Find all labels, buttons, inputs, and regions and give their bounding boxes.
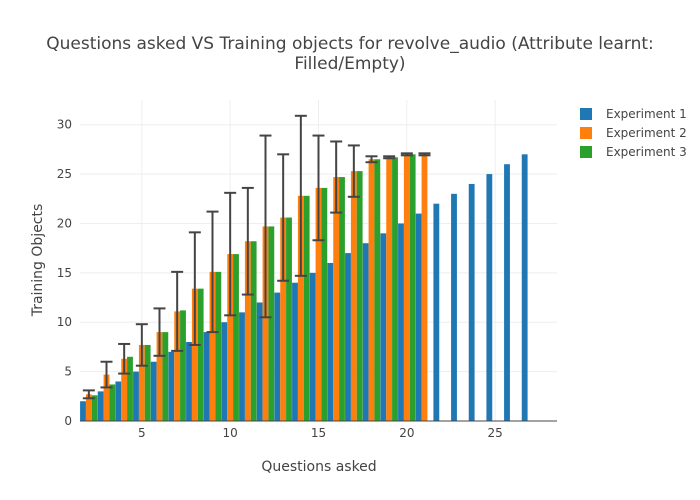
- axes: 0 5 10 15 20 25 30 5 10 15 20 25: [57, 118, 557, 440]
- legend-item[interactable]: Experiment 2: [580, 123, 687, 142]
- bar-series-2: [297, 195, 304, 421]
- bar-series-1: [186, 341, 192, 421]
- legend-swatch: [580, 145, 592, 158]
- legend: Experiment 1 Experiment 2 Experiment 3: [580, 104, 687, 161]
- bar-series-3: [162, 332, 169, 421]
- bar-series-1: [362, 243, 369, 421]
- bar-series-1: [504, 164, 510, 421]
- legend-item[interactable]: Experiment 1: [580, 104, 687, 123]
- bar-series-1: [168, 351, 175, 421]
- y-tick-label: 30: [57, 118, 72, 132]
- bar-series-3: [356, 171, 363, 421]
- bar-series-2: [350, 171, 357, 421]
- bar-series-2: [333, 177, 340, 421]
- y-tick-label: 15: [57, 266, 72, 280]
- bar-series-1: [97, 391, 104, 421]
- bar-series-3: [250, 241, 257, 421]
- bar-series-3: [197, 288, 204, 421]
- bar-series-1: [309, 272, 316, 421]
- bar-series-1: [433, 203, 440, 421]
- bar-series-2: [174, 311, 181, 421]
- bar-series-3: [91, 395, 98, 421]
- bar-series-3: [215, 271, 222, 421]
- legend-label: Experiment 1: [606, 106, 687, 121]
- error-bars: [82, 114, 431, 400]
- bar-series-2: [227, 254, 234, 421]
- bar-series-2: [368, 159, 375, 421]
- bar-series-1: [398, 223, 404, 421]
- bar-series-3: [233, 254, 239, 421]
- chart-title: Questions asked VS Training objects for …: [46, 34, 654, 74]
- bar-series-1: [468, 183, 475, 421]
- bar-series-3: [180, 310, 186, 421]
- y-axis-title: Training Objects: [30, 204, 46, 318]
- bar-series-1: [451, 193, 457, 421]
- y-tick-label: 20: [57, 216, 72, 230]
- bar-series-1: [115, 381, 122, 421]
- bar-series-2: [121, 358, 128, 421]
- legend-swatch: [580, 107, 592, 120]
- y-tick-label: 10: [57, 315, 72, 329]
- bar-series-1: [486, 174, 493, 421]
- bar-series-1: [521, 154, 528, 422]
- bar-series-1: [292, 282, 298, 421]
- bar-series-1: [80, 401, 86, 421]
- bar-series-2: [138, 344, 145, 421]
- bar-series-2: [262, 226, 269, 421]
- bar-series-1: [274, 292, 281, 421]
- bar-series-2: [386, 157, 393, 422]
- bar-series-1: [256, 302, 263, 421]
- y-tick-label: 5: [64, 365, 72, 379]
- x-tick-label: 20: [399, 426, 414, 440]
- x-axis-title: Questions asked: [261, 459, 376, 475]
- bar-series-1: [345, 253, 351, 421]
- legend-label: Experiment 3: [606, 144, 687, 159]
- bar-series-2: [315, 187, 322, 421]
- bar-series-2: [156, 332, 163, 421]
- bar-series-3: [392, 157, 398, 422]
- bar-series-3: [321, 187, 328, 421]
- bar-series-2: [103, 374, 110, 421]
- bar-series-3: [127, 356, 133, 421]
- bar-series-1: [133, 371, 139, 421]
- bar-series-1: [203, 332, 210, 421]
- bar-series-1: [380, 233, 387, 421]
- y-tick-label: 25: [57, 167, 72, 181]
- bar-series-2: [191, 288, 198, 421]
- bar-series-3: [144, 344, 151, 421]
- x-tick-label: 5: [138, 426, 146, 440]
- bar-series-1: [221, 322, 228, 421]
- bar-series-1: [415, 213, 422, 421]
- bar-series-1: [150, 361, 157, 421]
- legend-item[interactable]: Experiment 3: [580, 142, 687, 161]
- bar-series-3: [374, 159, 381, 421]
- bar-series-1: [239, 312, 245, 421]
- bar-series-3: [409, 154, 416, 422]
- bar-series-3: [339, 177, 345, 421]
- legend-label: Experiment 2: [606, 125, 687, 140]
- bar-series-2: [209, 271, 216, 421]
- bar-series-3: [303, 195, 310, 421]
- bar-series-2: [85, 394, 92, 421]
- bar-series-3: [286, 217, 292, 421]
- bar-series-3: [268, 226, 275, 421]
- bars: [80, 154, 528, 422]
- bar-series-3: [109, 384, 116, 421]
- bar-series-2: [280, 217, 287, 421]
- x-tick-label: 15: [311, 426, 326, 440]
- x-tick-label: 25: [488, 426, 503, 440]
- bar-series-1: [327, 262, 334, 421]
- legend-swatch: [580, 126, 592, 139]
- bar-series-2: [403, 154, 410, 422]
- bar-series-2: [421, 154, 428, 422]
- bar-series-2: [244, 241, 251, 421]
- y-tick-label: 0: [64, 414, 72, 428]
- x-tick-label: 10: [223, 426, 238, 440]
